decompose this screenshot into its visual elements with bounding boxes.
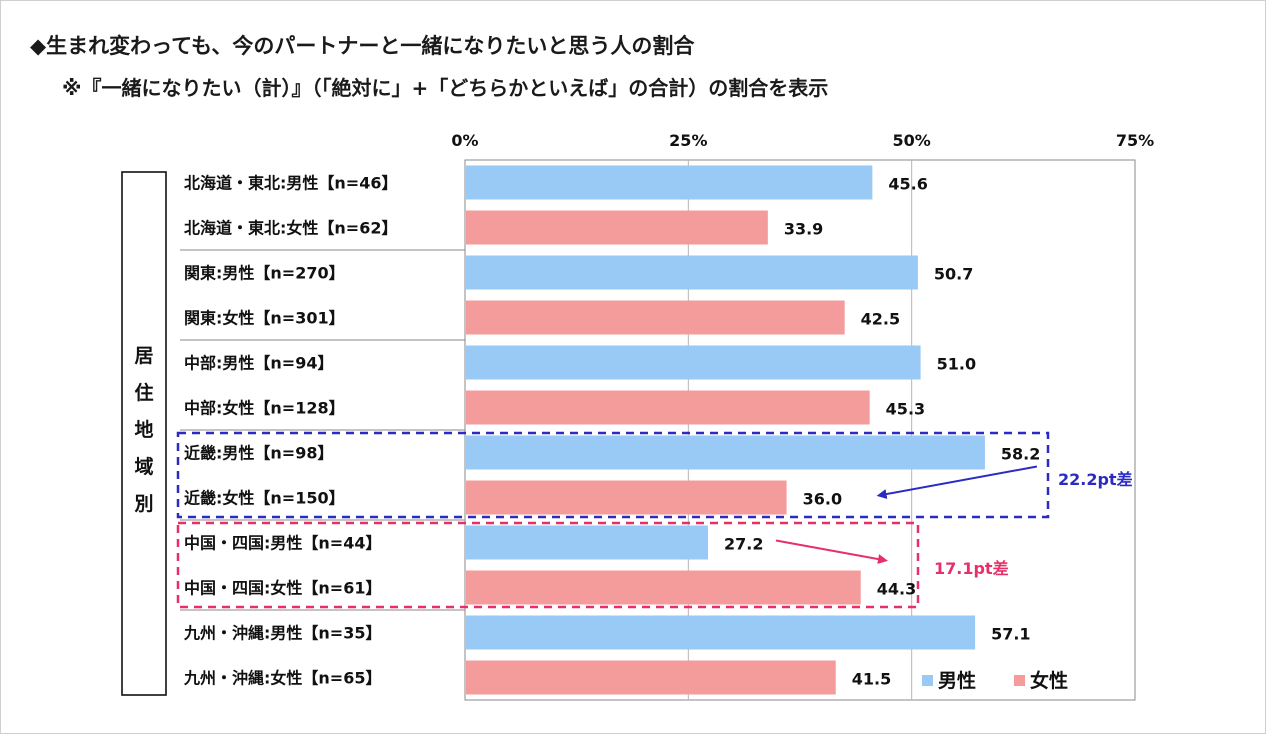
value-label: 36.0: [803, 490, 842, 509]
bar-female: [466, 210, 768, 245]
highlight-box-kinki: [176, 431, 1050, 519]
bar-female: [466, 660, 836, 695]
x-tick-label: 0%: [451, 131, 478, 150]
bar-female: [466, 480, 787, 515]
group-label-char: 住: [134, 381, 153, 404]
category-label: 九州・沖縄:男性【n=35】: [183, 624, 381, 643]
category-label: 中部:男性【n=94】: [184, 354, 333, 373]
bar-male: [466, 345, 921, 380]
value-label: 51.0: [937, 355, 976, 374]
bar-male: [466, 165, 873, 200]
chart-subtitle: ※『一緒になりたい（計）』（「絶対に」+「どちらかといえば」の合計）の割合を表示: [62, 76, 829, 100]
category-label: 北海道・東北:男性【n=46】: [184, 174, 397, 193]
bar-male: [466, 615, 976, 650]
bar-female: [466, 300, 845, 335]
difference-label: 22.2pt差: [1058, 470, 1133, 489]
x-tick-label: 25%: [669, 131, 707, 150]
bar-male: [466, 435, 985, 470]
group-label-char: 域: [134, 455, 153, 478]
value-label: 57.1: [991, 625, 1030, 644]
bar-female: [466, 570, 861, 605]
legend-label: 女性: [1030, 669, 1068, 692]
category-label: 関東:男性【n=270】: [184, 264, 345, 283]
legend-label: 男性: [938, 669, 976, 692]
x-tick-label: 50%: [893, 131, 931, 150]
value-label: 50.7: [934, 265, 973, 284]
value-label: 45.6: [888, 175, 927, 194]
value-label: 33.9: [784, 220, 823, 239]
category-label: 九州・沖縄:女性【n=65】: [183, 669, 381, 688]
category-label: 関東:女性【n=301】: [184, 309, 345, 328]
legend-swatch-female: [1014, 675, 1025, 686]
chart-title: ◆生まれ変わっても、今のパートナーと一緒になりたいと思う人の割合: [30, 34, 695, 58]
value-label: 44.3: [877, 580, 916, 599]
bar-male: [466, 525, 708, 560]
group-label-char: 居: [134, 345, 153, 367]
group-label-char: 別: [134, 493, 153, 515]
category-label: 中国・四国:男性【n=44】: [184, 534, 381, 553]
category-label: 中部:女性【n=128】: [184, 399, 345, 418]
x-tick-label: 75%: [1116, 131, 1154, 150]
legend-swatch-male: [922, 675, 933, 686]
category-label: 近畿:男性【n=98】: [184, 444, 333, 463]
value-label: 41.5: [852, 670, 891, 689]
difference-arrow: [775, 539, 888, 564]
group-label-box: [121, 171, 167, 696]
bar-male: [466, 255, 918, 290]
value-label: 27.2: [724, 535, 763, 554]
value-label: 58.2: [1001, 445, 1040, 464]
group-label-char: 地: [134, 418, 153, 441]
bar-female: [466, 390, 870, 425]
value-label: 42.5: [861, 310, 900, 329]
difference-arrow: [876, 465, 1038, 499]
category-label: 中国・四国:女性【n=61】: [184, 579, 381, 598]
difference-label: 17.1pt差: [934, 559, 1009, 578]
category-label: 北海道・東北:女性【n=62】: [184, 219, 397, 238]
highlight-box-chugoku-shikoku: [176, 521, 920, 609]
value-label: 45.3: [886, 400, 925, 419]
category-label: 近畿:女性【n=150】: [184, 489, 345, 508]
